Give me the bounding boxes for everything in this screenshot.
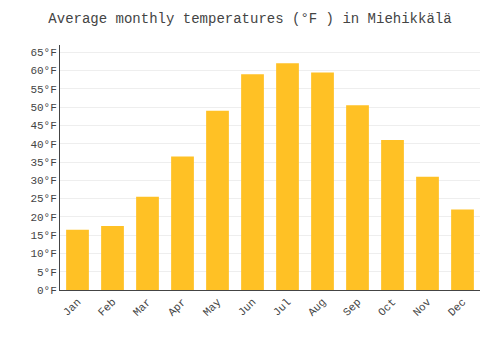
svg-text:Dec: Dec	[446, 296, 468, 318]
svg-text:Feb: Feb	[96, 296, 118, 318]
svg-text:0°F: 0°F	[37, 285, 57, 297]
svg-text:Jun: Jun	[236, 296, 258, 318]
svg-text:20°F: 20°F	[30, 212, 56, 224]
svg-text:55°F: 55°F	[30, 84, 56, 96]
svg-text:Oct: Oct	[376, 296, 398, 318]
svg-text:40°F: 40°F	[30, 139, 56, 151]
svg-text:Sep: Sep	[341, 296, 363, 318]
svg-text:5°F: 5°F	[37, 267, 57, 279]
svg-text:Apr: Apr	[166, 296, 188, 318]
svg-text:15°F: 15°F	[30, 230, 56, 242]
svg-text:Nov: Nov	[411, 296, 434, 319]
svg-text:May: May	[201, 296, 224, 319]
svg-text:50°F: 50°F	[30, 102, 56, 114]
svg-text:60°F: 60°F	[30, 65, 56, 77]
svg-text:25°F: 25°F	[30, 193, 56, 205]
svg-text:30°F: 30°F	[30, 175, 56, 187]
svg-text:Aug: Aug	[306, 296, 328, 318]
svg-text:Mar: Mar	[131, 296, 153, 318]
svg-text:45°F: 45°F	[30, 120, 56, 132]
svg-text:Jan: Jan	[61, 296, 83, 318]
svg-text:35°F: 35°F	[30, 157, 56, 169]
svg-text:Average monthly temperatures (: Average monthly temperatures (°F ) in Mi…	[48, 11, 451, 27]
svg-text:65°F: 65°F	[30, 47, 56, 59]
svg-text:10°F: 10°F	[30, 248, 56, 260]
svg-text:Jul: Jul	[271, 296, 293, 318]
